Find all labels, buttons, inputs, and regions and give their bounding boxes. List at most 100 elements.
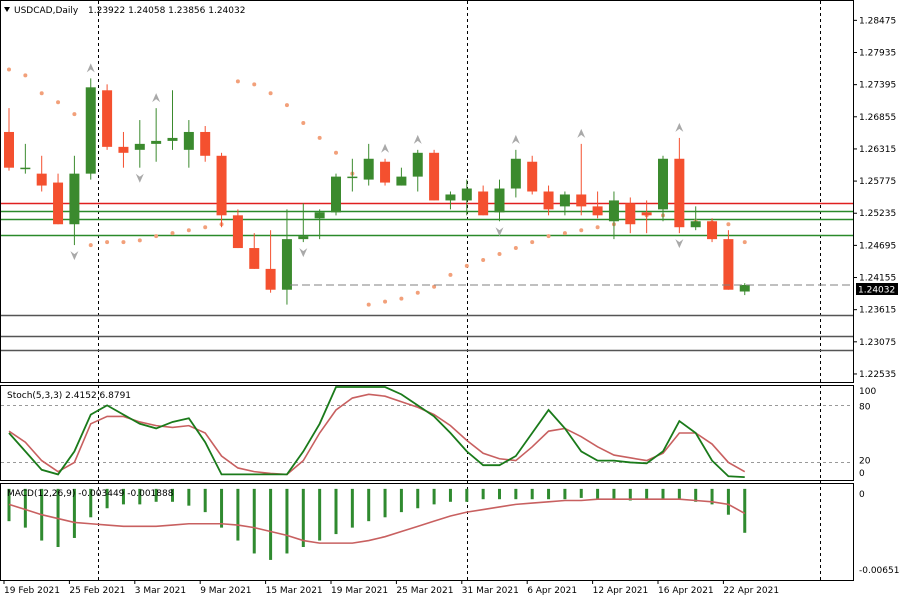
candle-body (625, 203, 636, 225)
sar-dot (399, 296, 404, 301)
macd-bar (743, 488, 747, 533)
candle-body (36, 173, 47, 186)
sar-dot (203, 225, 208, 230)
macd-bar (694, 488, 698, 502)
sar-dot (154, 234, 159, 239)
macd-bar (416, 488, 420, 509)
sar-dot (513, 246, 518, 251)
macd-bar (661, 488, 665, 500)
candle-body (445, 194, 456, 201)
candle-body (576, 194, 587, 207)
macd-bar (612, 488, 616, 500)
fractal-up-icon (152, 93, 161, 103)
sar-dot (105, 240, 110, 245)
macd-bar (710, 488, 714, 505)
candle-body (281, 239, 292, 290)
time-tick-label: 3 Mar 2021 (135, 586, 186, 596)
candle-body (527, 161, 538, 192)
candle-body (347, 176, 358, 179)
macd-bar (171, 488, 174, 502)
price-tick-label: 1.24695 (859, 241, 896, 251)
chart-menu-arrow-icon[interactable] (4, 7, 10, 12)
macd-bar (514, 488, 518, 500)
macd-bars (7, 488, 747, 560)
candle-body (658, 158, 668, 210)
candle-body (200, 131, 211, 156)
sar-dot (595, 225, 600, 230)
macd-bar (465, 488, 469, 502)
time-tick-label: 15 Mar 2021 (266, 586, 323, 596)
macd-level-label: 0 (859, 490, 865, 500)
sar-dot (170, 231, 175, 236)
macd-bar (72, 488, 76, 538)
fractal-down-icon (675, 239, 684, 249)
sar-dot (56, 100, 61, 105)
sar-dot (7, 67, 11, 72)
macd-bar (726, 488, 730, 515)
candle-body (134, 143, 145, 150)
price-tick-label: 1.26315 (859, 145, 896, 155)
sar-dot (317, 135, 322, 140)
macd-bar (334, 488, 338, 535)
time-tick-label: 6 Apr 2021 (527, 586, 577, 596)
macd-bar (367, 488, 371, 522)
price-tick-label: 1.22535 (859, 370, 896, 380)
fractal-down-icon (495, 227, 504, 237)
current-price-tag (856, 283, 898, 295)
macd-bar (154, 488, 158, 502)
candle-body (4, 131, 14, 168)
macd-bar (187, 488, 191, 506)
time-axis: 19 Feb 2021 25 Feb 2021 3 Mar 2021 9 Mar 20… (3, 580, 779, 596)
main-pane-frame (0, 0, 854, 383)
macd-bar (89, 488, 93, 518)
macd-bar (203, 488, 207, 513)
candle-body (641, 212, 652, 216)
candle-body (396, 176, 407, 186)
macd-bar (121, 488, 125, 505)
fractal-down-icon (70, 251, 79, 261)
macd-bar (448, 488, 452, 502)
price-tick-label: 1.25235 (859, 209, 896, 219)
time-tick-label: 19 Feb 2021 (4, 586, 60, 596)
macd-bar (677, 488, 681, 500)
macd-bar (220, 488, 224, 528)
sar-dot (301, 121, 306, 126)
candle-body (102, 90, 113, 147)
price-tick-label: 1.27395 (859, 81, 896, 91)
macd-bar (105, 488, 109, 509)
macd-bar (628, 488, 632, 501)
chart-ohlc: 1.23922 1.24058 1.23856 1.24032 (88, 6, 245, 16)
macd-bar (236, 488, 240, 541)
sar-dot (497, 252, 502, 257)
sar-dot (137, 238, 142, 243)
macd-axis: 0 -0.006514 (859, 490, 900, 576)
price-tick-label: 1.26855 (859, 113, 896, 123)
sar-dot (415, 290, 420, 295)
sar-dot (88, 243, 93, 248)
candles (4, 78, 750, 305)
macd-bar (596, 488, 600, 500)
candle-body (412, 152, 423, 177)
sar-dot (72, 112, 77, 117)
fractal-up-icon (413, 134, 422, 144)
macd-signal-line (8, 498, 746, 544)
fractal-down-icon (135, 173, 144, 183)
sar-dot (186, 228, 191, 233)
fractal-up-icon (381, 143, 390, 153)
stoch-title: Stoch(5,3,3) 2.4152 6.8791 (7, 391, 131, 401)
price-tick-label: 1.23075 (859, 338, 896, 348)
time-tick-label: 25 Feb 2021 (69, 586, 125, 596)
candle-body (232, 215, 243, 249)
macd-bar (318, 488, 322, 541)
stoch-pane-frame (0, 385, 854, 481)
price-tick-label: 1.24155 (859, 274, 896, 284)
candle-body (249, 248, 260, 269)
candle-body (608, 200, 619, 222)
price-tick-label: 1.25775 (859, 177, 896, 187)
candle-body (429, 152, 440, 201)
stoch-level-label: 80 (859, 402, 871, 412)
time-tick-label: 31 Mar 2021 (462, 586, 519, 596)
candle-body (298, 236, 309, 240)
